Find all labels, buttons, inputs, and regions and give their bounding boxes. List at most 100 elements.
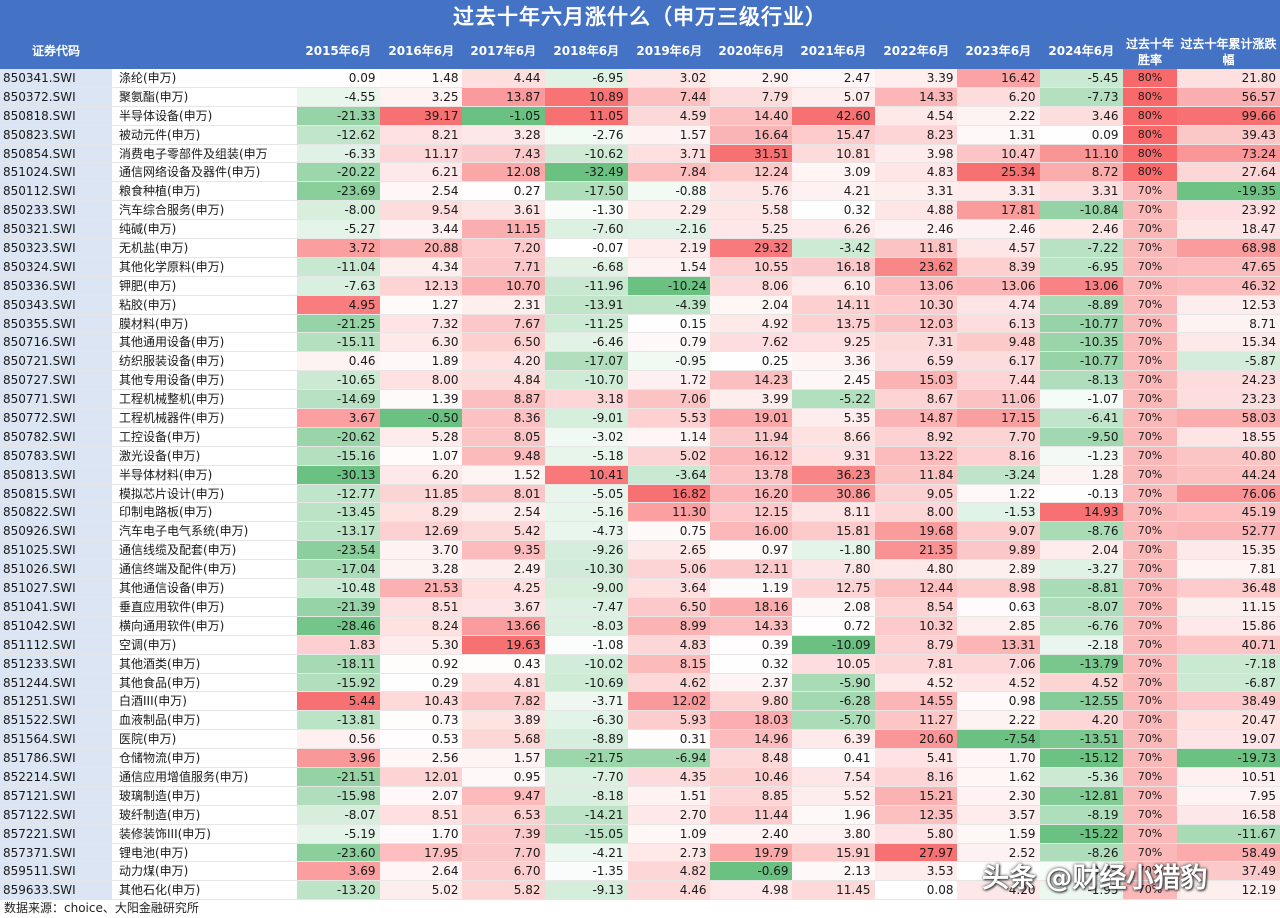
winrate-cell: 70% bbox=[1123, 484, 1177, 504]
year-value-cell: 7.39 bbox=[462, 824, 545, 844]
row-name: 粘胶(申万) bbox=[112, 295, 297, 315]
year-value-cell: 3.80 bbox=[792, 824, 875, 844]
year-value-cell: 3.09 bbox=[792, 163, 875, 183]
year-value-cell: 7.06 bbox=[628, 390, 711, 410]
year-value-cell: 13.06 bbox=[875, 276, 958, 296]
table-row: 851026.SWI 通信终端及配件(申万) -17.04 3.28 2.49 -10.3… bbox=[0, 560, 1280, 580]
year-value-cell: 0.41 bbox=[792, 749, 875, 768]
watermark: 头条 @财经小猎豹 bbox=[982, 863, 1208, 894]
year-value-cell: 1.27 bbox=[380, 295, 463, 315]
row-code: 851251.SWI bbox=[0, 692, 112, 712]
year-value-cell: -12.81 bbox=[1040, 786, 1123, 806]
year-value-cell: 4.35 bbox=[628, 767, 711, 787]
year-value-cell: -2.16 bbox=[628, 220, 711, 240]
row-name: 其他通用设备(申万) bbox=[112, 333, 297, 353]
year-value-cell: 8.16 bbox=[875, 767, 958, 787]
year-value-cell: 5.42 bbox=[462, 522, 545, 542]
year-value-cell: 14.93 bbox=[1040, 503, 1123, 523]
row-name: 钾肥(申万) bbox=[112, 276, 297, 296]
row-code: 851564.SWI bbox=[0, 730, 112, 750]
year-value-cell: 3.69 bbox=[297, 862, 380, 882]
year-value-cell: 15.47 bbox=[792, 125, 875, 145]
year-value-cell: 4.21 bbox=[792, 182, 875, 202]
row-code: 850355.SWI bbox=[0, 314, 112, 334]
year-value-cell: 12.24 bbox=[710, 163, 793, 183]
table-row: 857122.SWI 玻纤制造(申万) -8.07 8.51 6.53 -14.21 2.7… bbox=[0, 805, 1280, 825]
year-value-cell: -7.22 bbox=[1040, 239, 1123, 258]
row-code: 850324.SWI bbox=[0, 257, 112, 277]
year-value-cell: 0.72 bbox=[792, 616, 875, 636]
year-value-cell: -0.07 bbox=[545, 239, 628, 258]
cumulative-cell: 58.49 bbox=[1177, 843, 1280, 863]
year-value-cell: -20.22 bbox=[297, 163, 380, 183]
year-value-cell: -6.30 bbox=[545, 711, 628, 731]
year-value-cell: 2.65 bbox=[628, 541, 711, 561]
year-value-cell: 2.90 bbox=[710, 69, 793, 88]
year-value-cell: -11.25 bbox=[545, 314, 628, 334]
winrate-cell: 70% bbox=[1123, 560, 1177, 580]
year-value-cell: 2.64 bbox=[380, 862, 463, 882]
table-row: 851251.SWI 白酒III(申万) 5.44 10.43 7.82 -3.71 12.… bbox=[0, 692, 1280, 712]
year-value-cell: 7.70 bbox=[957, 427, 1040, 447]
year-value-cell: -7.63 bbox=[297, 276, 380, 296]
year-value-cell: 16.42 bbox=[957, 69, 1040, 88]
year-value-cell: 8.72 bbox=[1040, 163, 1123, 183]
year-value-cell: -8.89 bbox=[545, 730, 628, 750]
year-value-cell: 14.11 bbox=[792, 295, 875, 315]
table-row: 859511.SWI 动力煤(申万) 3.69 2.64 6.70 -1.35 4.82 -0… bbox=[0, 862, 1280, 882]
year-value-cell: 0.27 bbox=[462, 182, 545, 202]
row-name: 通信网络设备及器件(申万) bbox=[112, 163, 297, 183]
year-value-cell: -1.30 bbox=[545, 201, 628, 221]
winrate-cell: 70% bbox=[1123, 843, 1177, 863]
year-value-cell: -10.35 bbox=[1040, 333, 1123, 353]
year-value-cell: 11.94 bbox=[710, 427, 793, 447]
year-value-cell: 2.22 bbox=[957, 711, 1040, 731]
year-value-cell: -0.75 bbox=[1040, 862, 1123, 882]
year-value-cell: 7.32 bbox=[380, 314, 463, 334]
year-value-cell: 0.09 bbox=[297, 69, 380, 88]
year-value-cell: 6.26 bbox=[792, 220, 875, 240]
year-value-cell: 6.21 bbox=[380, 163, 463, 183]
year-value-cell: -1.53 bbox=[957, 503, 1040, 523]
year-value-cell: 12.02 bbox=[628, 692, 711, 712]
year-value-cell: -1.35 bbox=[545, 862, 628, 882]
row-code: 850727.SWI bbox=[0, 371, 112, 391]
year-value-cell: 8.29 bbox=[380, 503, 463, 523]
year-value-cell: -21.39 bbox=[297, 597, 380, 617]
table-row: 857371.SWI 锂电池(申万) -23.60 17.95 7.70 -4.21 2.7… bbox=[0, 843, 1280, 863]
year-value-cell: 8.11 bbox=[792, 503, 875, 523]
year-value-cell: -4.55 bbox=[297, 87, 380, 107]
year-value-cell: 3.53 bbox=[875, 862, 958, 882]
row-name: 激光设备(申万) bbox=[112, 446, 297, 466]
cumulative-cell: 24.23 bbox=[1177, 371, 1280, 391]
year-value-cell: 1.51 bbox=[628, 786, 711, 806]
row-name: 玻纤制造(申万) bbox=[112, 805, 297, 825]
year-value-cell: 5.44 bbox=[297, 692, 380, 712]
year-value-cell: 7.54 bbox=[792, 767, 875, 787]
year-value-cell: 2.19 bbox=[628, 239, 711, 258]
row-name: 锂电池(申万) bbox=[112, 843, 297, 863]
row-name: 装修装饰III(申万) bbox=[112, 824, 297, 844]
year-value-cell: 1.48 bbox=[380, 69, 463, 88]
year-value-cell: 8.87 bbox=[462, 390, 545, 410]
row-name: 其他食品(申万) bbox=[112, 673, 297, 693]
row-code: 850341.SWI bbox=[0, 69, 112, 88]
cumulative-cell: 45.19 bbox=[1177, 503, 1280, 523]
year-value-cell: 10.70 bbox=[462, 276, 545, 296]
year-value-cell: 6.53 bbox=[462, 805, 545, 825]
year-value-cell: -10.30 bbox=[545, 560, 628, 580]
year-value-cell: 3.96 bbox=[297, 749, 380, 768]
year-value-cell: 7.62 bbox=[710, 333, 793, 353]
year-value-cell: -3.42 bbox=[792, 239, 875, 258]
row-name: 汽车综合服务(申万) bbox=[112, 201, 297, 221]
cumulative-cell: 23.92 bbox=[1177, 201, 1280, 221]
year-value-cell: -5.19 bbox=[297, 824, 380, 844]
row-name: 通信线缆及配套(申万) bbox=[112, 541, 297, 561]
table-row: 850233.SWI 汽车综合服务(申万) -8.00 9.54 3.61 -1.30 2.… bbox=[0, 201, 1280, 221]
cumulative-cell: 27.64 bbox=[1177, 163, 1280, 183]
year-value-cell: -4.39 bbox=[628, 295, 711, 315]
row-code: 852214.SWI bbox=[0, 767, 112, 787]
year-value-cell: -8.00 bbox=[297, 201, 380, 221]
year-value-cell: 6.13 bbox=[957, 314, 1040, 334]
year-value-cell: 25.34 bbox=[957, 163, 1040, 183]
